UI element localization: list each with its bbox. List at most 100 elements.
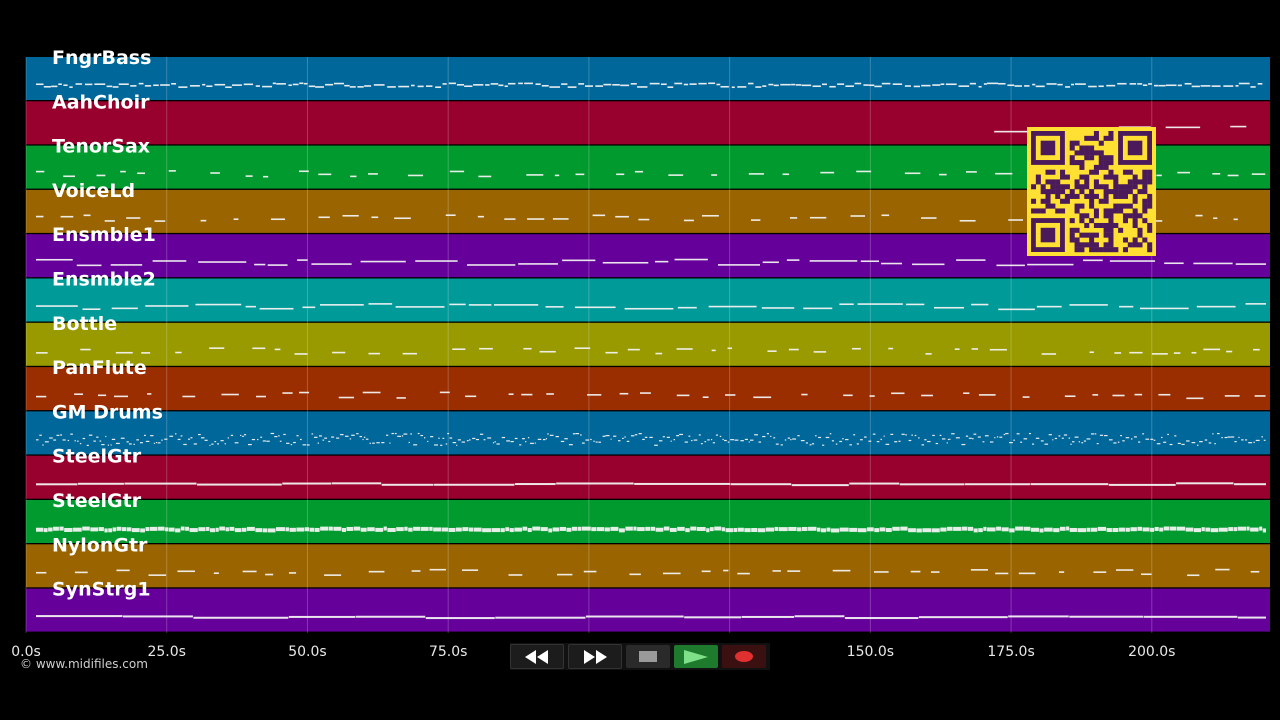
qr-module	[1079, 160, 1085, 166]
midi-note	[214, 440, 217, 443]
midi-note	[547, 433, 549, 435]
qr-module	[1127, 184, 1133, 190]
midi-note	[958, 85, 970, 87]
midi-note	[939, 173, 947, 176]
midi-note	[36, 439, 39, 441]
midi-note	[126, 527, 132, 532]
midi-note	[266, 440, 270, 442]
midi-note	[791, 484, 849, 487]
midi-note	[1044, 527, 1053, 532]
qr-module	[1122, 203, 1128, 209]
midi-note	[75, 83, 83, 85]
midi-note	[1104, 434, 1108, 437]
midi-note	[720, 85, 729, 88]
midi-note	[1003, 433, 1006, 436]
midi-note	[630, 83, 637, 85]
midi-note	[803, 307, 833, 310]
midi-note	[97, 394, 107, 397]
midi-note	[375, 527, 384, 532]
midi-note	[473, 527, 482, 532]
midi-note	[649, 82, 660, 85]
midi-note	[711, 174, 718, 176]
midi-note	[174, 433, 177, 435]
qr-module	[1098, 150, 1104, 156]
midi-note	[168, 527, 175, 532]
qr-module	[1122, 189, 1128, 195]
midi-note	[1250, 86, 1256, 88]
track-labels: FngrBass AahChoir TenorSax VoiceLd Ensmble1 E…	[52, 47, 163, 601]
midi-note	[719, 435, 722, 438]
midi-note	[363, 436, 366, 438]
midi-note	[69, 86, 73, 88]
qr-module	[1045, 193, 1051, 199]
play-button[interactable]	[674, 645, 718, 668]
qr-module	[1074, 227, 1080, 233]
midi-note	[521, 393, 533, 396]
midi-note	[969, 82, 977, 85]
qr-module	[1089, 150, 1095, 156]
qr-module	[1093, 135, 1099, 141]
qr-module	[1064, 198, 1070, 204]
midi-note	[276, 527, 285, 532]
midi-note	[1217, 432, 1220, 435]
midi-note	[148, 574, 167, 576]
midi-note	[765, 527, 775, 532]
qr-module	[1113, 247, 1119, 253]
qr-module	[1084, 184, 1090, 190]
qr-module	[1093, 164, 1099, 170]
midi-note	[696, 526, 706, 531]
midi-note	[1241, 439, 1244, 441]
midi-note	[449, 303, 466, 306]
qr-module	[1084, 193, 1090, 199]
qr-module	[1137, 213, 1143, 219]
stop-icon	[639, 651, 657, 662]
midi-note	[136, 439, 139, 441]
midi-note	[130, 85, 137, 87]
midi-note	[869, 395, 875, 397]
midi-note	[1212, 172, 1221, 175]
qr-module	[1074, 193, 1080, 199]
midi-note	[1245, 303, 1266, 305]
track-label: SynStrg1	[52, 579, 151, 601]
midi-note	[63, 175, 76, 178]
midi-note	[989, 441, 994, 443]
qr-module	[1069, 155, 1075, 161]
midi-note	[115, 351, 133, 354]
midi-note	[683, 219, 694, 222]
midi-note	[267, 264, 288, 266]
midi-note	[560, 440, 565, 443]
midi-note	[892, 83, 903, 85]
midi-note	[138, 82, 144, 85]
midi-note	[118, 83, 129, 86]
qr-module	[1079, 203, 1085, 209]
midi-note	[1016, 433, 1020, 435]
midi-note	[131, 528, 140, 533]
midi-note	[1165, 126, 1201, 129]
midi-note	[748, 82, 754, 85]
qr-module	[1093, 169, 1099, 175]
midi-note	[397, 435, 402, 437]
midi-note	[1065, 86, 1071, 88]
midi-note	[36, 395, 47, 398]
midi-note	[404, 526, 408, 531]
midi-note	[1114, 352, 1122, 354]
track-label: TenorSax	[52, 136, 150, 158]
midi-note	[360, 260, 406, 263]
midi-note	[734, 439, 739, 441]
midi-note	[809, 260, 858, 262]
midi-note	[619, 392, 629, 395]
stop-button[interactable]	[626, 645, 670, 668]
midi-note	[825, 436, 830, 439]
qr-module	[1137, 242, 1143, 248]
rewind-button[interactable]	[510, 644, 564, 669]
midi-note	[447, 432, 450, 435]
midi-note	[994, 437, 996, 439]
midi-note	[602, 261, 649, 264]
record-button[interactable]	[722, 645, 766, 668]
midi-note	[910, 570, 921, 573]
midi-note	[411, 84, 415, 87]
midi-note	[73, 527, 82, 532]
fast-forward-button[interactable]	[568, 644, 622, 669]
midi-note	[602, 435, 606, 437]
qr-module	[1127, 213, 1133, 219]
